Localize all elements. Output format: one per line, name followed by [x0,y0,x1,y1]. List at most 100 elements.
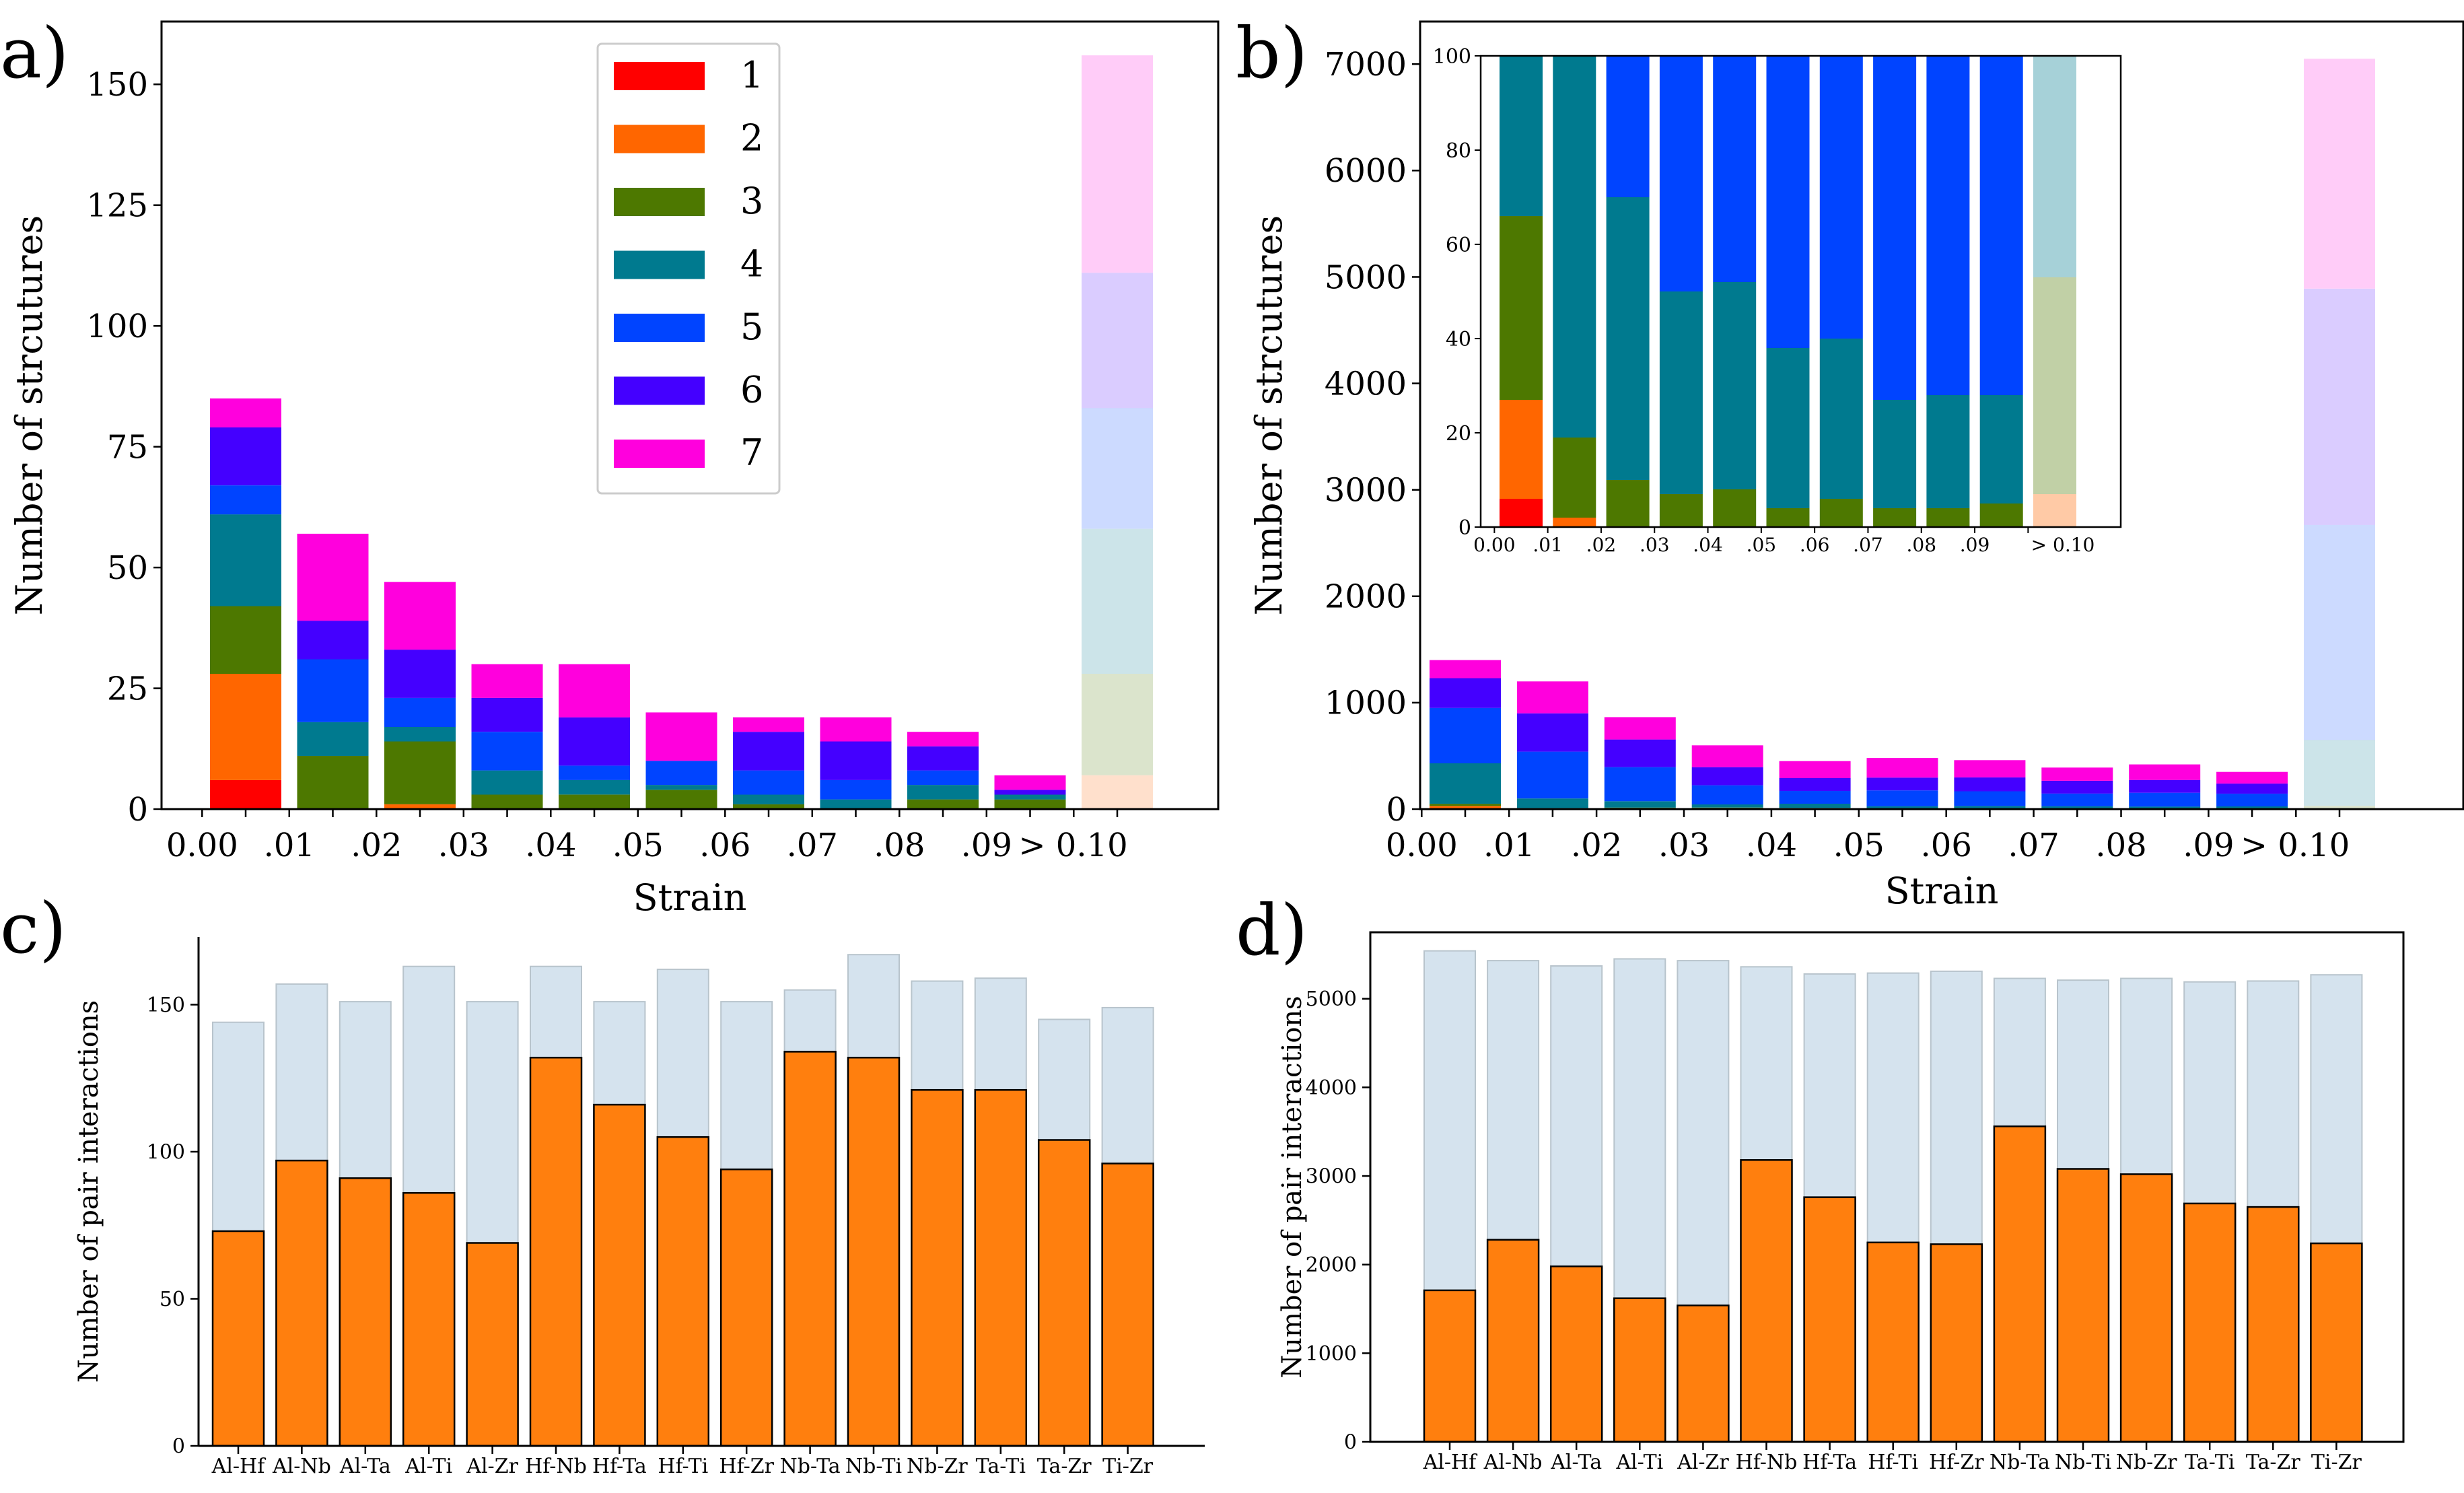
bar-segment [733,794,804,804]
bar-subset [466,1242,519,1447]
y-tick-label: 0 [1344,1431,1357,1455]
inset-bar-segment [1766,348,1810,508]
inset-bar-segment [1926,508,1970,527]
bar-segment [1779,778,1851,791]
y-tick-label: 3000 [1325,471,1407,509]
bar-segment [1082,55,1153,273]
bar-segment [2304,740,2375,806]
inset-x-tick-label: .01 [1533,534,1563,556]
x-tick-label: Ta-Ti [2185,1451,2234,1474]
bar-segment [820,799,892,809]
bar-segment [1082,273,1153,409]
bar-segment [1430,806,1501,808]
x-tick-label: 0.00 [1386,827,1458,864]
bar-segment [2041,793,2113,806]
bar-segment [297,722,369,756]
bar-subset [2247,1206,2300,1443]
bar-segment [2129,806,2201,809]
panel-a: 02550751001251500.00.01.02.03.04.05.06.0… [0,12,1220,919]
x-tick-label: .03 [438,827,489,864]
plot-frame [1419,20,2464,810]
bar-segment [210,514,281,606]
x-tick-label: > 0.10 [1018,827,1127,864]
bar-subset [2119,1173,2173,1443]
inset-bar-segment [1979,56,2023,395]
bar-segment [994,799,1066,809]
x-tick-label: Hf-Ta [1802,1451,1857,1474]
bar-segment [907,799,979,809]
bar-segment [1516,798,1588,808]
bar-subset [1740,1159,1793,1443]
y-tick-label: 50 [160,1288,185,1311]
bar-segment [210,674,281,780]
bar-segment [2041,780,2113,794]
bar-subset [1037,1139,1091,1447]
x-tick-label: Al-Zr [1677,1451,1729,1474]
legend-swatch [614,376,705,405]
bar-segment [1866,806,1938,809]
y-tick-label: 4000 [1325,365,1407,403]
bar-segment [1604,767,1676,802]
x-tick-label: Hf-Zr [719,1455,774,1478]
x-tick-label: Nb-Zr [907,1455,968,1478]
inset-bar-segment [1659,494,1703,527]
y-tick-label: 6000 [1325,152,1407,190]
bar-segment [2129,779,2201,793]
bar-segment [2304,288,2375,525]
x-tick-label: .01 [1483,827,1535,864]
bar-segment [2129,792,2201,807]
bar-subset [1486,1239,1540,1443]
y-tick-label: 1000 [1325,685,1407,722]
x-tick-label: Hf-Ta [592,1455,647,1478]
y-tick-label: 0 [1386,791,1407,829]
y-tick-label: 1000 [1306,1342,1357,1366]
inset-bar-segment [1979,395,2023,504]
bar-segment [297,756,369,809]
x-tick-label: Al-Hf [1423,1451,1478,1474]
bar-segment [2216,784,2288,794]
x-tick-label: Al-Ta [339,1455,391,1478]
bar-segment [907,732,979,746]
bar-segment [1082,674,1153,775]
bar-segment [907,746,979,771]
legend-label: 2 [740,117,763,160]
bar-subset [2183,1202,2237,1443]
x-tick-label: Nb-Zr [2116,1451,2177,1474]
bar-segment [1779,803,1851,808]
inset-x-tick-label: .04 [1693,534,1723,556]
x-tick-label: Hf-Ti [1868,1451,1918,1474]
inset-bar-segment [1926,395,1970,508]
bar-segment [559,664,630,718]
bar-segment [384,804,456,809]
x-tick-label: Hf-Nb [525,1455,587,1478]
inset-bar-segment [1500,56,1543,216]
x-tick-label: Al-Hf [211,1455,267,1478]
bar-segment [471,770,543,795]
inset-bar-segment [1873,508,1917,527]
bar-segment [559,717,630,766]
x-tick-label: .09 [2183,827,2234,864]
panel-label: c) [0,887,67,969]
bar-segment [384,741,456,804]
bar-segment [384,697,456,727]
bar-segment [297,533,369,621]
x-tick-label: .08 [874,827,925,864]
bar-segment [2216,771,2288,784]
bar-subset [1993,1125,2047,1443]
y-tick-label: 150 [86,66,148,104]
y-tick-label: 7000 [1325,46,1407,83]
inset-bar-segment [1500,216,1543,400]
bar-segment [210,427,281,485]
bar-segment [210,606,281,674]
bar-segment [1954,760,2026,777]
legend-swatch [614,314,705,342]
x-axis-label: Strain [633,876,747,919]
bar-segment [210,485,281,515]
bar-subset [1677,1305,1730,1443]
inset-x-tick-label: .08 [1906,534,1936,556]
inset-bar-segment [2033,56,2076,277]
x-tick-label: Ta-Zr [2246,1451,2301,1474]
inset-y-tick-label: 80 [1446,139,1471,163]
inset-bar-segment [1659,291,1703,494]
